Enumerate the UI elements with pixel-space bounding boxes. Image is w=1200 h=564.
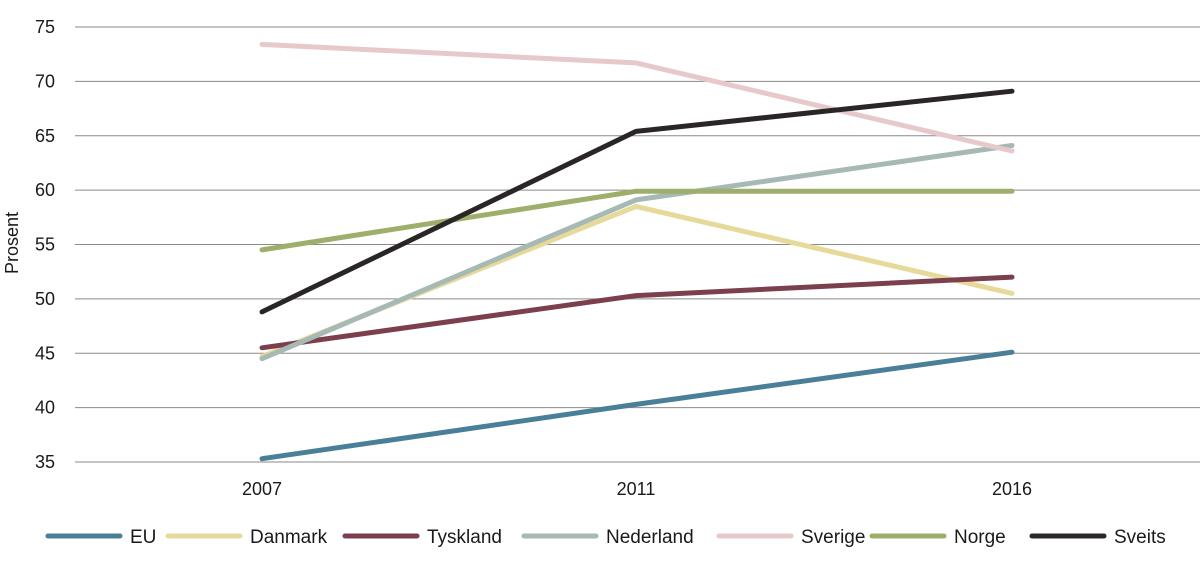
- series-line-norge: [259, 188, 1015, 253]
- legend-label-danmark: Danmark: [250, 527, 328, 548]
- gridlines: [75, 26, 1200, 463]
- y-tick-label: 35: [35, 452, 55, 472]
- x-axis-tick-labels: 2007 2011 2016: [242, 479, 1032, 499]
- legend-label-sverige: Sverige: [801, 527, 865, 548]
- legend-label-eu: EU: [130, 527, 156, 548]
- legend-label-norge: Norge: [954, 527, 1006, 548]
- y-tick-label: 45: [35, 343, 55, 363]
- y-axis-label: Prosent: [2, 212, 22, 274]
- series-line-sverige: [259, 41, 1015, 154]
- x-tick-label: 2011: [617, 479, 656, 499]
- y-tick-label: 55: [35, 235, 55, 255]
- series-line-eu: [259, 349, 1015, 462]
- legend-label-nederland: Nederland: [606, 527, 694, 548]
- y-tick-label: 40: [35, 398, 55, 418]
- series-line-nederland: [259, 143, 1015, 362]
- y-tick-label: 50: [35, 289, 55, 309]
- legend-label-tyskland: Tyskland: [427, 527, 502, 548]
- y-axis-tick-labels: 35 40 45 50 55 60 65 70 75: [35, 17, 55, 472]
- y-tick-label: 70: [35, 71, 55, 91]
- y-tick-label: 75: [35, 17, 55, 37]
- legend-label-sveits: Sveits: [1114, 527, 1166, 548]
- y-tick-label: 65: [35, 126, 55, 146]
- series-line-tyskland: [259, 274, 1015, 351]
- series-line-sveits: [259, 88, 1015, 315]
- x-tick-label: 2016: [992, 479, 1032, 499]
- y-tick-label: 60: [35, 180, 55, 200]
- legend: EU Danmark Tyskland Nederland Sverige Norge Sv…: [45, 527, 1166, 548]
- x-tick-label: 2007: [242, 479, 282, 499]
- series-lines: [259, 41, 1015, 462]
